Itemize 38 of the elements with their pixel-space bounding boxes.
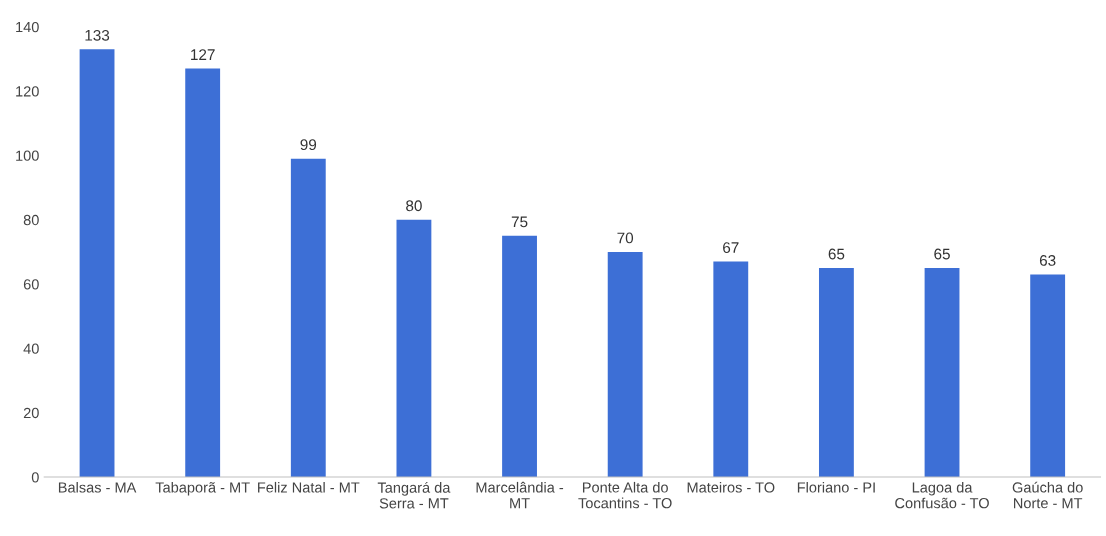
data-label: 65 <box>828 248 845 260</box>
data-label: 127 <box>191 49 215 60</box>
x-tick-label: Tabaporã - MT <box>155 481 250 496</box>
y-tick-label: 0 <box>31 472 39 483</box>
bar <box>607 251 643 478</box>
bar <box>1030 274 1066 478</box>
bar <box>502 235 537 478</box>
x-tick-label: Feliz Natal - MT <box>258 481 360 493</box>
bar <box>185 68 221 478</box>
bar <box>396 219 432 478</box>
data-label: 133 <box>85 29 110 41</box>
bar <box>818 268 854 478</box>
x-tick-label: Balsas - MA <box>58 481 137 493</box>
data-label: 80 <box>406 200 422 212</box>
y-tick-label: 60 <box>23 279 39 290</box>
x-tick-label: Tangará da Serra - MT <box>377 481 451 509</box>
x-tick-label: Floriano - PI <box>797 481 875 493</box>
x-tick-label: Ponte Alta do Tocantins - TO <box>578 481 672 509</box>
bar <box>79 49 115 478</box>
y-tick-label: 140 <box>16 21 39 33</box>
data-label: 65 <box>934 248 950 260</box>
data-label: 70 <box>617 232 634 244</box>
x-tick-label: Marcelândia - MT <box>476 481 564 509</box>
x-tick-label: Lagoa da Confusão - TO <box>895 481 989 509</box>
y-tick-label: 120 <box>16 86 39 97</box>
bar <box>290 158 326 478</box>
y-tick-label: 40 <box>23 343 39 354</box>
x-tick-label: Gaúcha do Norte - MT <box>1012 481 1083 509</box>
bar <box>924 268 960 478</box>
y-tick-label: 80 <box>23 214 39 226</box>
data-label: 67 <box>723 242 739 253</box>
y-tick-label: 100 <box>16 150 39 161</box>
data-label: 75 <box>511 216 528 228</box>
x-tick-label: Mateiros - TO <box>687 481 775 493</box>
y-tick-label: 20 <box>23 407 39 419</box>
data-label: 99 <box>300 139 317 151</box>
data-label: 63 <box>1039 255 1056 266</box>
bar <box>713 261 749 478</box>
